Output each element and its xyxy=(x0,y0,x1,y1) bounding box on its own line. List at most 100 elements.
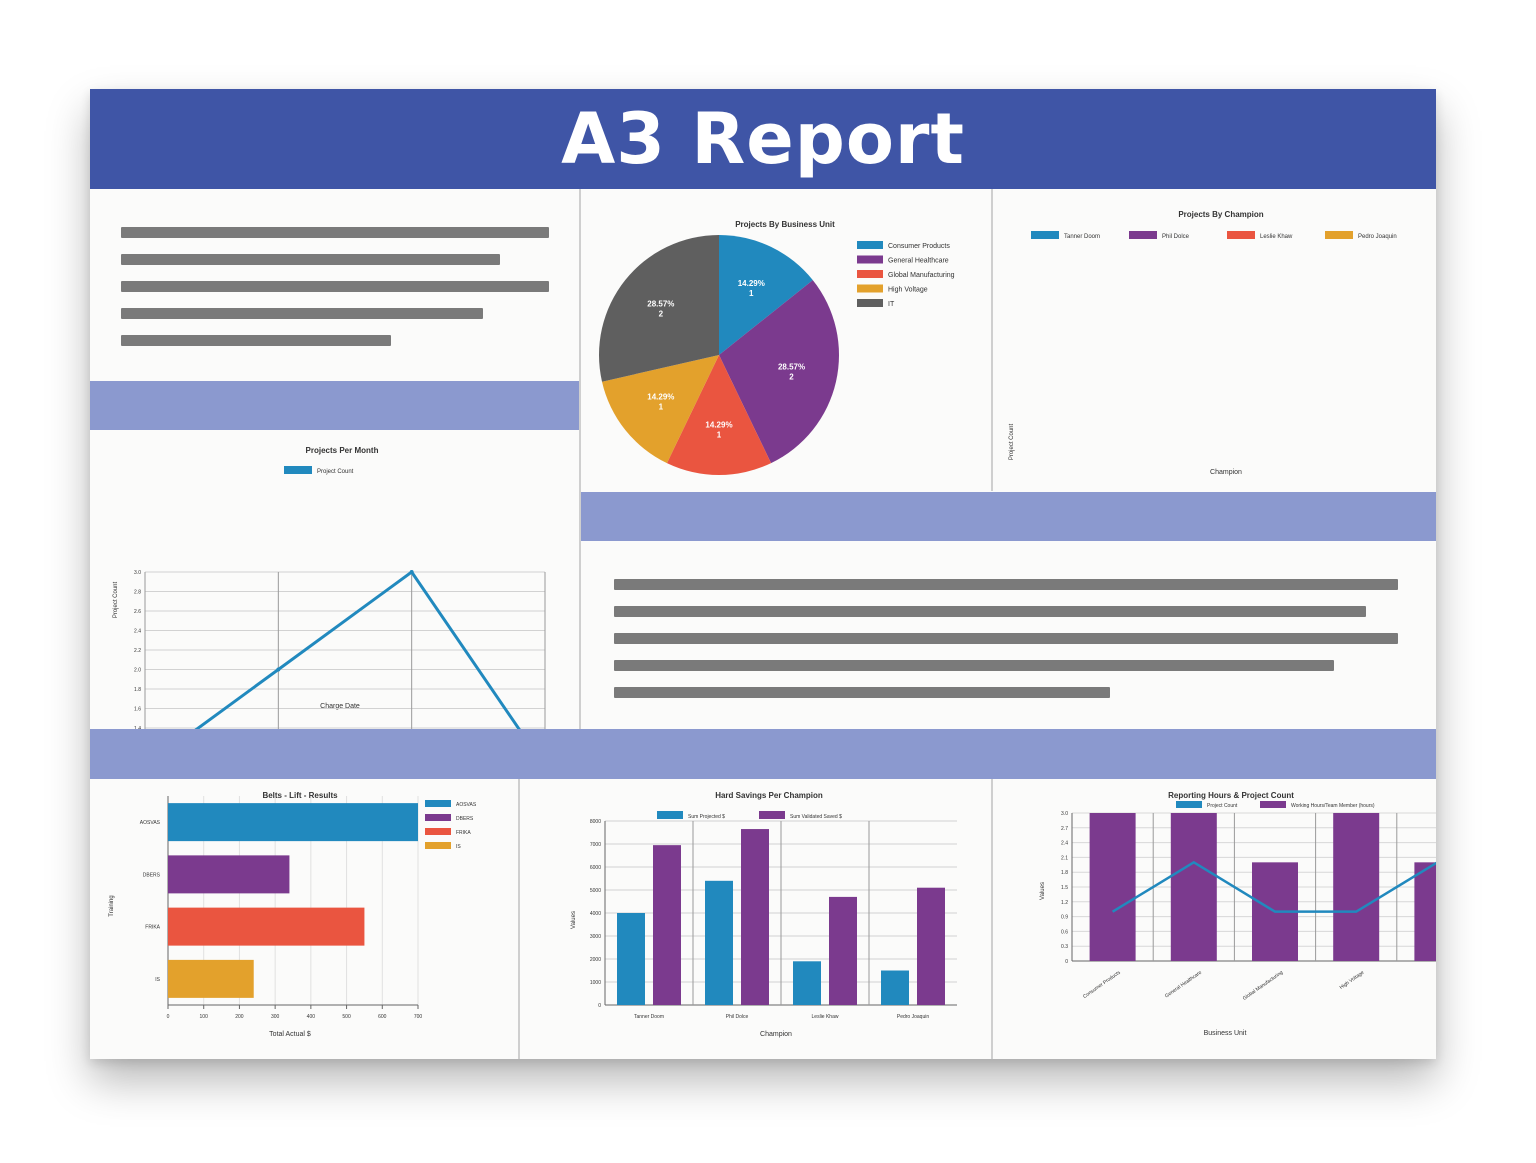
y-tick-label: 2.4 xyxy=(134,629,141,635)
x-tick-label: 0 xyxy=(167,1014,170,1020)
y-tick-label: 2000 xyxy=(590,957,601,963)
legend-entry: IT xyxy=(888,301,895,308)
y-tick-label: 2.1 xyxy=(1061,855,1068,861)
bar xyxy=(705,880,733,1005)
bar xyxy=(793,961,821,1005)
y-axis-label: Values xyxy=(571,911,577,929)
y-tick-label: 1.2 xyxy=(1061,900,1068,906)
x-tick-label: 600 xyxy=(378,1014,387,1020)
bar xyxy=(829,896,857,1005)
x-tick-label: 500 xyxy=(342,1014,351,1020)
x-tick-label: Pedro Joaquin xyxy=(897,1014,929,1020)
x-axis-label: Champion xyxy=(1210,469,1242,476)
y-tick-label: 4000 xyxy=(590,911,601,917)
legend-entry: Leslie Khaw xyxy=(1260,234,1293,240)
divider xyxy=(579,189,581,729)
legend-swatch xyxy=(425,800,451,807)
x-axis-label: Champion xyxy=(760,1031,792,1038)
y-tick-label: 2.0 xyxy=(134,668,141,674)
legend-entry: Sum Projected $ xyxy=(688,814,725,820)
y-tick-label: 1000 xyxy=(590,980,601,986)
line-series xyxy=(194,569,521,729)
chart-title: Belts - Lift - Results xyxy=(262,791,338,800)
placeholder-text-line xyxy=(614,660,1334,671)
y-tick-label: IS xyxy=(155,977,160,983)
section-band xyxy=(90,381,579,430)
legend-swatch xyxy=(425,828,451,835)
placeholder-text-line xyxy=(121,254,500,265)
y-tick-label: 3.0 xyxy=(134,570,141,576)
y-tick-label: FRIKA xyxy=(145,925,160,931)
bar xyxy=(917,887,945,1005)
legend-swatch xyxy=(1031,231,1059,239)
legend-entry: DBERS xyxy=(456,816,474,822)
bar xyxy=(741,829,769,1005)
y-tick-label: 3.0 xyxy=(1061,811,1068,817)
pie-slice xyxy=(719,280,839,464)
chart-title: Projects Per Month xyxy=(306,446,379,455)
y-tick-label: 6000 xyxy=(590,865,601,871)
legend-entry: FRIKA xyxy=(456,830,471,836)
x-tick-label: 100 xyxy=(200,1014,209,1020)
pie-slice-percent-label: 14.29% xyxy=(705,420,732,429)
pie-slice-count-label: 2 xyxy=(789,373,794,382)
legend-entry: Sum Validated Saved $ xyxy=(790,814,842,820)
legend-entry: Working Hours/Team Member (hours) xyxy=(1291,803,1375,809)
legend-swatch xyxy=(1176,801,1202,808)
bar xyxy=(168,803,418,842)
pie-slice-percent-label: 14.29% xyxy=(647,392,674,401)
section-band xyxy=(90,729,1436,779)
placeholder-text-line xyxy=(614,579,1398,590)
x-tick-label: 700 xyxy=(414,1014,423,1020)
y-tick-label: 7000 xyxy=(590,842,601,848)
bar xyxy=(1333,813,1380,961)
y-tick-label: 2.8 xyxy=(134,590,141,596)
y-axis-label: Values xyxy=(1040,882,1046,900)
line-chart-projects-per-month: Projects Per Month Project Count Charge … xyxy=(113,446,546,729)
legend-entry: IS xyxy=(456,844,461,850)
y-tick-label: 1.6 xyxy=(134,707,141,713)
y-tick-label: 0.3 xyxy=(1061,944,1068,950)
x-tick-label: Global Manufacturing xyxy=(1242,970,1285,1002)
bar xyxy=(653,845,681,1005)
pie-chart-projects-by-business-unit: Projects By Business Unit 14.29%128.57%2… xyxy=(599,220,955,476)
x-tick-label: 300 xyxy=(271,1014,280,1020)
chart-title: Projects By Champion xyxy=(1178,210,1263,219)
x-tick-label: 400 xyxy=(307,1014,316,1020)
y-axis-label: Project Count xyxy=(1009,423,1015,460)
bar xyxy=(1414,862,1436,961)
bar-chart-projects-by-champion: Projects By Champion Project Count Champ… xyxy=(1009,210,1397,476)
legend-swatch xyxy=(857,255,883,264)
legend-entry: Tanner Doom xyxy=(1064,234,1100,240)
legend-swatch xyxy=(857,299,883,307)
legend-swatch xyxy=(1325,231,1353,239)
placeholder-text-line xyxy=(121,308,483,319)
legend-entry: General Healthcare xyxy=(888,258,949,265)
y-tick-label: 2.2 xyxy=(134,648,141,654)
grouped-bar-chart-hard-savings: Hard Savings Per Champion Values Champio… xyxy=(571,791,957,1038)
x-tick-label: Phil Dolce xyxy=(726,1014,749,1020)
report-title: A3 Report xyxy=(90,89,1436,189)
legend-entry: Phil Dolce xyxy=(1162,234,1190,240)
bar xyxy=(617,913,645,1005)
y-tick-label: 1.8 xyxy=(1061,870,1068,876)
y-tick-label: 1.8 xyxy=(134,687,141,693)
legend-swatch xyxy=(857,284,883,293)
y-tick-label: 2.7 xyxy=(1061,826,1068,832)
x-tick-label: General Healthcare xyxy=(1164,970,1203,1000)
y-tick-label: 0.9 xyxy=(1061,915,1068,921)
legend-swatch xyxy=(1129,231,1157,239)
x-axis-label: Business Unit xyxy=(1204,1030,1247,1037)
line-point xyxy=(276,667,281,672)
x-tick-label: 200 xyxy=(235,1014,244,1020)
legend-swatch xyxy=(284,466,312,474)
x-tick-label: High Voltage xyxy=(1339,970,1366,991)
pie-slice-count-label: 1 xyxy=(659,402,664,411)
chart-title: Hard Savings Per Champion xyxy=(715,791,823,800)
legend-entry: Consumer Products xyxy=(888,243,950,250)
x-tick-label: Tanner Doom xyxy=(634,1014,664,1020)
pie-slice xyxy=(599,235,719,382)
legend-entry: AOSVAS xyxy=(456,802,477,808)
y-tick-label: 0 xyxy=(598,1003,601,1009)
y-tick-label: 0 xyxy=(1065,959,1068,965)
